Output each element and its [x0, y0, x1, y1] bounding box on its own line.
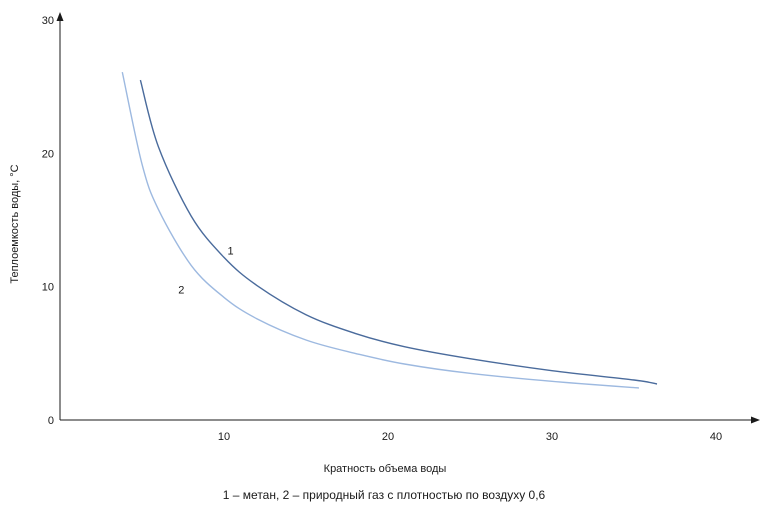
x-tick-label: 40 [710, 431, 722, 443]
axes: 10 20 30 40 0 10 20 30 Кратность объема воды Тепл… [9, 12, 760, 475]
y-tick-label: 20 [42, 148, 54, 160]
y-tick-label: 0 [48, 415, 54, 427]
x-axis-arrow [751, 416, 760, 424]
curves [121, 71, 658, 389]
x-axis-title: Кратность объема воды [324, 463, 447, 475]
x-tick-label: 20 [382, 431, 394, 443]
labels: 12 [178, 246, 233, 297]
y-axis-title: Теплоемкость воды, °С [9, 164, 21, 283]
x-tick-label: 30 [546, 431, 558, 443]
curve-label-1: 1 [227, 246, 233, 258]
chart: 10 20 30 40 0 10 20 30 Кратность объема воды Тепл… [9, 12, 760, 475]
y-tick-label: 30 [42, 15, 54, 27]
y-axis-arrow [56, 12, 64, 21]
series-line-1 [139, 79, 658, 385]
series-line-2 [121, 71, 639, 389]
curve-label-2: 2 [178, 284, 184, 296]
y-tick-label: 10 [42, 282, 54, 294]
x-tick-label: 10 [218, 431, 230, 443]
figure-caption: 1 – метан, 2 – природный газ с плотность… [222, 488, 546, 502]
